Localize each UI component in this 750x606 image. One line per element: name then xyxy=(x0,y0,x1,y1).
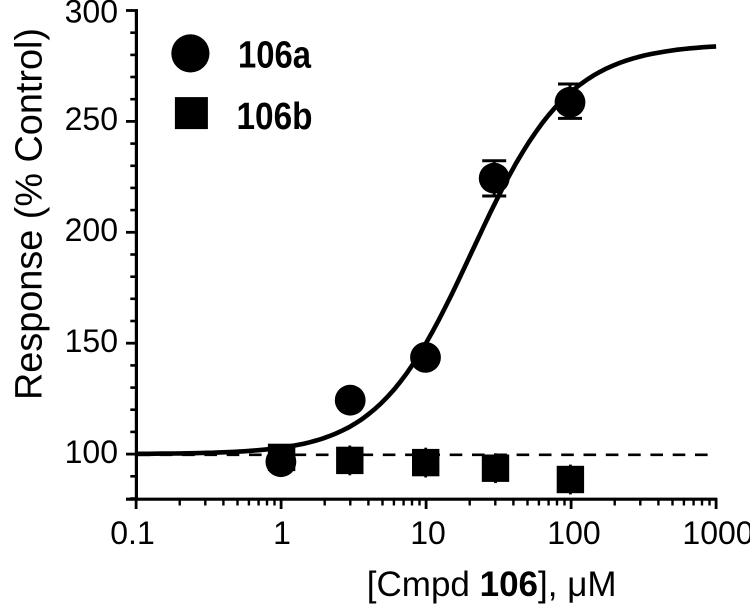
svg-text:0.1: 0.1 xyxy=(110,515,154,551)
svg-text:10: 10 xyxy=(410,515,446,551)
svg-text:[Cmpd 106], μM: [Cmpd 106], μM xyxy=(367,565,617,604)
svg-text:200: 200 xyxy=(65,212,118,248)
svg-text:1: 1 xyxy=(273,515,291,551)
svg-text:150: 150 xyxy=(65,323,118,359)
svg-text:250: 250 xyxy=(65,101,118,137)
svg-text:1000: 1000 xyxy=(682,515,750,551)
svg-text:100: 100 xyxy=(547,515,600,551)
svg-text:100: 100 xyxy=(65,434,118,470)
svg-text:106b: 106b xyxy=(237,96,313,138)
svg-text:106a: 106a xyxy=(238,35,312,77)
svg-text:300: 300 xyxy=(65,0,118,30)
svg-text:Response (% Control): Response (% Control) xyxy=(9,28,51,400)
